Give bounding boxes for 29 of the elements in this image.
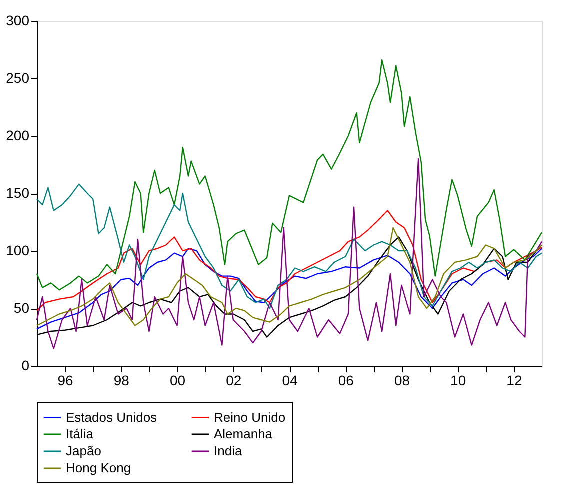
y-tick-label: 100 xyxy=(6,242,30,258)
y-tick-label: 50 xyxy=(14,300,30,316)
x-tick-label: 96 xyxy=(58,372,74,388)
legend-label: Itália xyxy=(66,426,94,442)
legend-label: Estados Unidos xyxy=(66,410,158,425)
y-tick-label: 150 xyxy=(6,185,30,201)
legend-label: Hong Kong xyxy=(66,460,132,476)
y-tick-label: 250 xyxy=(6,70,30,86)
line-series xyxy=(36,248,543,330)
y-tick-label: 300 xyxy=(6,12,30,28)
line-series xyxy=(36,158,543,350)
x-tick-label: 12 xyxy=(506,372,522,388)
line-series xyxy=(36,227,543,326)
x-tick-label: 98 xyxy=(114,372,130,388)
x-tick-label: 00 xyxy=(170,372,186,388)
x-tick-label: 08 xyxy=(394,372,410,388)
legend-label: Reino Unido xyxy=(214,410,286,425)
line-series xyxy=(36,184,543,310)
y-tick-label: 200 xyxy=(6,128,30,144)
line-series xyxy=(36,60,543,291)
legend-label: India xyxy=(214,444,243,458)
x-tick-label: 10 xyxy=(450,372,466,388)
legend-label: Japão xyxy=(66,444,102,458)
x-tick-label: 02 xyxy=(226,372,242,388)
legend-label: Alemanha xyxy=(214,426,274,442)
x-tick-label: 06 xyxy=(338,372,354,388)
line-series xyxy=(36,210,543,312)
x-tick-label: 04 xyxy=(282,372,298,388)
y-tick-label: 0 xyxy=(22,358,30,374)
